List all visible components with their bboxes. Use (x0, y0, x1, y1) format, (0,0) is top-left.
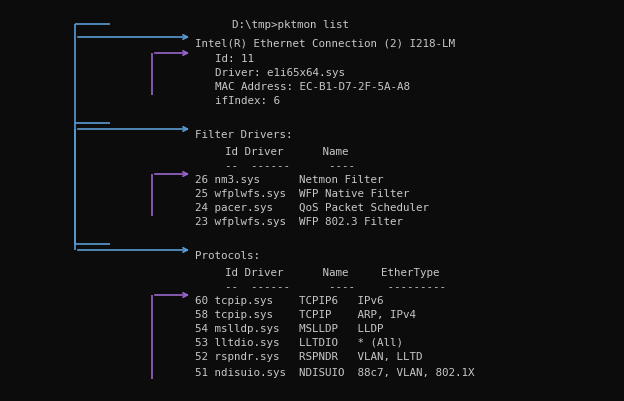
Text: MAC Address: EC-B1-D7-2F-5A-A8: MAC Address: EC-B1-D7-2F-5A-A8 (215, 82, 410, 92)
Text: 25 wfplwfs.sys  WFP Native Filter: 25 wfplwfs.sys WFP Native Filter (195, 188, 409, 198)
Text: ifIndex: 6: ifIndex: 6 (215, 96, 280, 106)
Text: Filter Drivers:: Filter Drivers: (195, 130, 293, 140)
Text: 26 nm3.sys      Netmon Filter: 26 nm3.sys Netmon Filter (195, 174, 384, 184)
Text: 60 tcpip.sys    TCPIP6   IPv6: 60 tcpip.sys TCPIP6 IPv6 (195, 295, 384, 305)
Text: Driver: e1i65x64.sys: Driver: e1i65x64.sys (215, 68, 345, 78)
Text: --  ------      ----: -- ------ ---- (225, 160, 355, 170)
Text: D:\tmp>pktmon list: D:\tmp>pktmon list (232, 20, 349, 30)
Text: --  ------      ----     ---------: -- ------ ---- --------- (225, 281, 446, 291)
Text: Id: 11: Id: 11 (215, 54, 254, 64)
Text: 54 mslldp.sys   MSLLDP   LLDP: 54 mslldp.sys MSLLDP LLDP (195, 323, 384, 333)
Text: 52 rspndr.sys   RSPNDR   VLAN, LLTD: 52 rspndr.sys RSPNDR VLAN, LLTD (195, 351, 422, 361)
Text: 58 tcpip.sys    TCPIP    ARP, IPv4: 58 tcpip.sys TCPIP ARP, IPv4 (195, 309, 416, 319)
Text: 23 wfplwfs.sys  WFP 802.3 Filter: 23 wfplwfs.sys WFP 802.3 Filter (195, 217, 403, 227)
Text: Intel(R) Ethernet Connection (2) I218-LM: Intel(R) Ethernet Connection (2) I218-LM (195, 38, 455, 48)
Text: Protocols:: Protocols: (195, 250, 260, 260)
Text: Id Driver      Name     EtherType: Id Driver Name EtherType (225, 267, 439, 277)
Text: 51 ndisuio.sys  NDISUIO  88c7, VLAN, 802.1X: 51 ndisuio.sys NDISUIO 88c7, VLAN, 802.1… (195, 367, 474, 377)
Text: Id Driver      Name: Id Driver Name (225, 147, 348, 157)
Text: 53 lltdio.sys   LLTDIO   * (All): 53 lltdio.sys LLTDIO * (All) (195, 337, 403, 347)
Text: 24 pacer.sys    QoS Packet Scheduler: 24 pacer.sys QoS Packet Scheduler (195, 203, 429, 213)
